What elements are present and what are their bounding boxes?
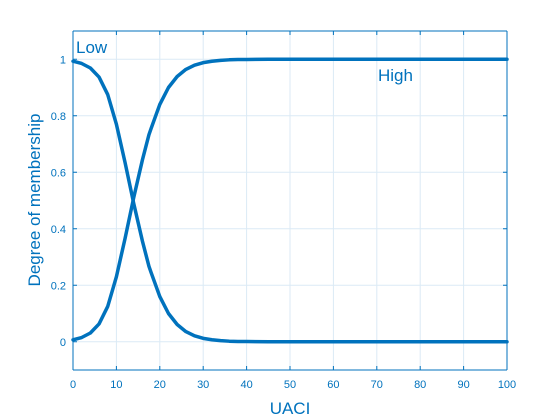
y-tick-label: 0.8 [51, 111, 66, 123]
x-axis-title: UACI [270, 399, 311, 418]
x-tick-label: 30 [197, 379, 209, 391]
x-tick-label: 80 [414, 379, 426, 391]
x-tick-label: 60 [327, 379, 339, 391]
x-tick-label: 70 [371, 379, 383, 391]
x-tick-label: 100 [498, 379, 516, 391]
y-tick-label: 0.4 [51, 224, 66, 236]
y-axis-title: Degree of membership [25, 114, 44, 287]
grid [72, 31, 508, 370]
x-tick-label: 20 [154, 379, 166, 391]
x-tick-label: 0 [70, 379, 76, 391]
series-label-high: High [378, 66, 413, 85]
y-tick-label: 0.6 [51, 167, 66, 179]
series-line-low [71, 59, 509, 344]
x-tick-label: 40 [240, 379, 252, 391]
y-tick-label: 0 [60, 337, 66, 349]
series-lines [71, 57, 509, 344]
axes [72, 30, 508, 371]
y-tick-label: 1 [60, 54, 66, 66]
tick-labels: 0 10 20 30 40 50 60 70 80 90 100 0 0.2 0.4 0.6 0.8 1 [51, 54, 516, 391]
series-label-low: Low [76, 38, 108, 57]
series-line-high [71, 57, 509, 342]
x-tick-label: 50 [284, 379, 296, 391]
x-tick-label: 10 [110, 379, 122, 391]
x-tick-label: 90 [457, 379, 469, 391]
y-tick-label: 0.2 [51, 280, 66, 292]
